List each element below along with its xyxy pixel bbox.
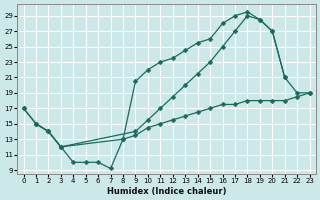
X-axis label: Humidex (Indice chaleur): Humidex (Indice chaleur) xyxy=(107,187,226,196)
